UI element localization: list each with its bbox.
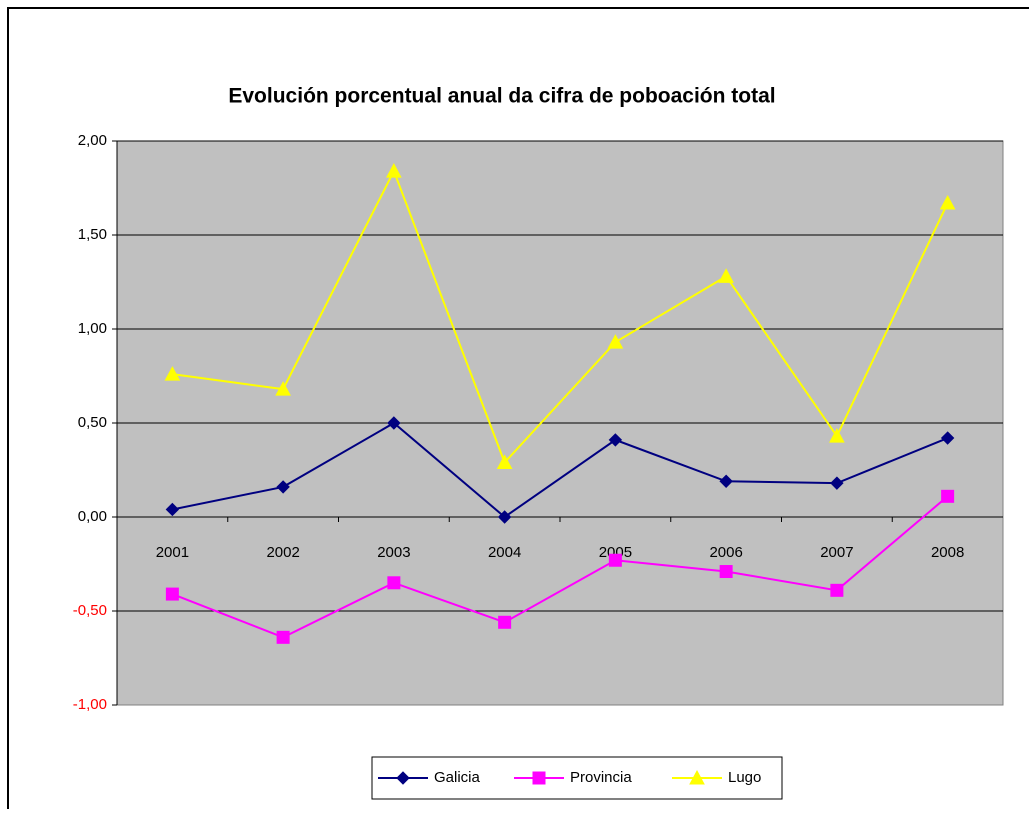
y-tick-label: 0,00 (78, 508, 107, 525)
point (719, 565, 733, 579)
point (276, 480, 290, 494)
point (386, 163, 402, 178)
x-tick-label: 2003 (377, 544, 410, 561)
point (608, 433, 623, 447)
y-tick-label: -0,50 (73, 602, 107, 619)
legend-marker (689, 769, 705, 785)
y-tick-label: 1,50 (78, 226, 107, 243)
legend-label: Galicia (434, 769, 481, 786)
point (608, 553, 622, 567)
point (497, 510, 512, 524)
point (276, 630, 290, 644)
x-tick-label: 2008 (931, 544, 964, 561)
point (164, 366, 181, 381)
point (939, 194, 956, 210)
chart-title: Evolución porcentual anual da cifra de p… (228, 85, 775, 108)
point (941, 489, 955, 503)
point (498, 615, 512, 629)
point (165, 502, 180, 517)
point (607, 334, 624, 349)
point (496, 454, 513, 469)
y-tick-label: 1,00 (78, 320, 107, 337)
x-tick-label: 2001 (156, 544, 189, 561)
legend-label: Lugo (728, 769, 761, 786)
point (275, 381, 291, 396)
x-tick-label: 2007 (820, 544, 853, 561)
y-tick-label: -1,00 (73, 696, 107, 713)
legend-marker (532, 771, 546, 785)
point (829, 428, 845, 443)
x-tick-label: 2005 (599, 544, 632, 561)
point (387, 576, 401, 590)
point (830, 476, 844, 490)
x-tick-label: 2006 (709, 544, 742, 561)
point (718, 268, 734, 283)
x-tick-label: 2004 (488, 544, 521, 561)
point (387, 416, 401, 430)
series-line (172, 421, 949, 519)
x-tick-label: 2002 (266, 544, 299, 561)
series-line (172, 495, 949, 639)
y-tick-label: 2,00 (78, 132, 107, 149)
y-tick-label: 0,50 (78, 414, 107, 431)
series-line (172, 168, 949, 465)
legend-label: Provincia (570, 769, 632, 786)
point (940, 431, 955, 445)
point (830, 583, 844, 597)
legend-marker (396, 771, 410, 785)
point (165, 587, 179, 601)
point (719, 474, 733, 488)
